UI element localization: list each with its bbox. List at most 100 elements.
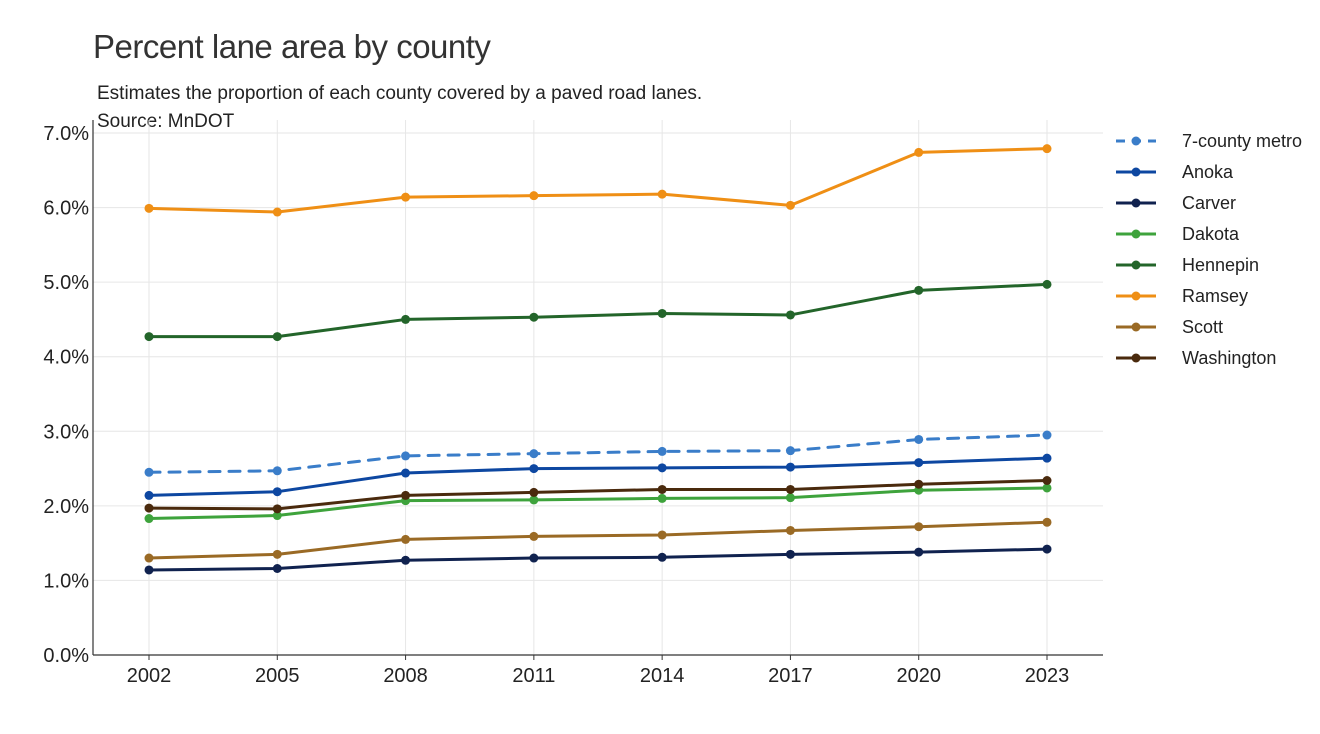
series-line xyxy=(147,479,1049,511)
legend-swatch-marker xyxy=(1131,322,1141,332)
data-point xyxy=(144,503,154,513)
data-point xyxy=(657,308,667,318)
data-point xyxy=(272,487,282,497)
data-point xyxy=(785,200,795,210)
data-point xyxy=(272,504,282,514)
y-tick-label: 2.0% xyxy=(43,496,89,518)
data-point xyxy=(785,525,795,535)
data-point xyxy=(144,203,154,213)
y-tick-label: 1.0% xyxy=(43,570,89,592)
legend-label: Washington xyxy=(1182,348,1276,368)
data-point xyxy=(914,434,924,444)
data-point xyxy=(144,332,154,342)
legend-item-washington[interactable]: Washington xyxy=(1116,348,1276,368)
data-point xyxy=(914,285,924,295)
legend-swatch-marker xyxy=(1131,198,1141,208)
data-point xyxy=(914,547,924,557)
legend-item-scott[interactable]: Scott xyxy=(1116,317,1223,337)
data-point xyxy=(1042,544,1052,554)
chart-subtitle: Estimates the proportion of each county … xyxy=(97,80,702,136)
legend-item-7-county-metro[interactable]: 7-county metro xyxy=(1116,131,1302,151)
grid-layer xyxy=(93,120,1103,655)
legend-item-carver[interactable]: Carver xyxy=(1116,193,1236,213)
data-point xyxy=(914,458,924,468)
data-point xyxy=(529,464,539,474)
legend-item-anoka[interactable]: Anoka xyxy=(1116,162,1234,182)
data-point xyxy=(401,314,411,324)
data-point xyxy=(272,207,282,217)
legend-label: Scott xyxy=(1182,317,1223,337)
legend[interactable]: 7-county metro Anoka Carver Dakota Hennepin R… xyxy=(1116,131,1302,368)
data-point xyxy=(785,446,795,456)
data-point xyxy=(144,467,154,477)
legend-item-hennepin[interactable]: Hennepin xyxy=(1116,255,1259,275)
series-line xyxy=(147,520,1049,560)
series-7-county-metro xyxy=(144,430,1052,477)
data-point xyxy=(529,487,539,497)
series-line xyxy=(147,486,1049,521)
data-point xyxy=(401,490,411,500)
legend-label: Dakota xyxy=(1182,224,1240,244)
data-point xyxy=(1042,430,1052,440)
series-line xyxy=(147,456,1049,497)
data-point xyxy=(529,531,539,541)
data-point xyxy=(529,449,539,459)
data-point xyxy=(272,466,282,476)
data-point xyxy=(1042,144,1052,154)
y-tick-label: 4.0% xyxy=(43,347,89,369)
data-point xyxy=(272,563,282,573)
axis-layer: 0.0% 1.0% 2.0% 3.0% 4.0% 5.0% 6.0% 7.0% 2002 2005… xyxy=(43,120,1103,687)
x-tick-label: 2008 xyxy=(383,665,428,687)
data-point xyxy=(785,493,795,503)
y-tick-label: 0.0% xyxy=(43,645,89,667)
x-tick-label: 2002 xyxy=(127,665,172,687)
series-scott xyxy=(144,517,1052,563)
x-tick-label: 2014 xyxy=(640,665,685,687)
legend-swatch-marker xyxy=(1131,353,1141,363)
legend-item-dakota[interactable]: Dakota xyxy=(1116,224,1240,244)
x-tick-label: 2020 xyxy=(896,665,941,687)
series-line xyxy=(147,433,1049,474)
y-tick-label: 7.0% xyxy=(43,123,89,145)
legend-label: Hennepin xyxy=(1182,255,1259,275)
x-tick-label: 2011 xyxy=(512,665,555,687)
series-line xyxy=(147,147,1049,214)
data-point xyxy=(529,312,539,322)
y-tick-label: 3.0% xyxy=(43,421,89,443)
legend-swatch-marker xyxy=(1131,260,1141,270)
data-point xyxy=(144,565,154,575)
data-point xyxy=(272,511,282,521)
data-point xyxy=(144,553,154,563)
data-point xyxy=(914,522,924,532)
x-tick-label: 2017 xyxy=(768,665,813,687)
data-point xyxy=(529,495,539,505)
y-tick-label: 5.0% xyxy=(43,272,89,294)
data-point xyxy=(657,552,667,562)
data-point xyxy=(401,555,411,565)
legend-label: Ramsey xyxy=(1182,286,1248,306)
series-line xyxy=(147,282,1049,339)
series-dakota xyxy=(144,483,1052,524)
data-point xyxy=(785,549,795,559)
legend-label: 7-county metro xyxy=(1182,131,1302,151)
data-point xyxy=(401,451,411,461)
data-point xyxy=(657,493,667,503)
legend-swatch-marker xyxy=(1131,229,1141,239)
series-anoka xyxy=(144,453,1052,500)
data-point xyxy=(657,463,667,473)
data-point xyxy=(401,192,411,202)
data-point xyxy=(272,549,282,559)
legend-item-ramsey[interactable]: Ramsey xyxy=(1116,286,1248,306)
data-point xyxy=(144,514,154,524)
subtitle-source: Source: MnDOT xyxy=(97,111,235,132)
data-point xyxy=(1042,483,1052,493)
data-point xyxy=(1042,453,1052,463)
data-point xyxy=(657,530,667,540)
series-ramsey xyxy=(144,144,1052,217)
data-point xyxy=(1042,517,1052,527)
y-tick-label: 6.0% xyxy=(43,198,89,220)
data-point xyxy=(1042,279,1052,289)
x-tick-label: 2005 xyxy=(255,665,300,687)
data-point xyxy=(657,484,667,494)
